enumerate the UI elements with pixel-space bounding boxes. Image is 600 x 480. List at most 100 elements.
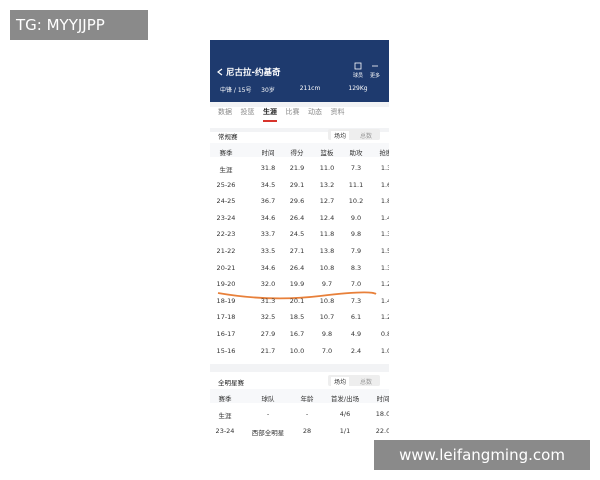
table-cell: 32.0 — [260, 280, 276, 289]
table-cell: 生涯 — [218, 412, 232, 420]
table-header-bg — [210, 389, 389, 403]
tab-indicator — [263, 120, 277, 122]
table-cell: 19-20 — [216, 280, 236, 289]
column-header: 赛季 — [219, 149, 233, 157]
table-cell: 22.0 — [375, 426, 389, 435]
table-cell: 1.3 — [380, 263, 389, 272]
table-cell: 28 — [302, 426, 312, 435]
column-header: 抢断 — [379, 149, 390, 157]
table-cell: 1.5 — [380, 247, 389, 255]
header-action[interactable]: 更多 — [369, 73, 381, 79]
table-cell: 6.1 — [350, 313, 362, 322]
table-cell: 7.0 — [350, 280, 362, 289]
toggle-option[interactable]: 总数 — [359, 133, 373, 140]
table-cell: 24-25 — [216, 197, 236, 206]
column-header: 球队 — [261, 395, 275, 403]
table-cell: 10.7 — [319, 313, 335, 322]
toggle-option[interactable]: 场均 — [330, 131, 350, 140]
table-cell: 1.0 — [380, 346, 389, 355]
table-cell: 1.8 — [380, 197, 389, 206]
section-title: 常规赛 — [218, 133, 238, 141]
table-cell: 20.1 — [289, 296, 305, 305]
table-cell: 10.8 — [319, 263, 335, 272]
divider — [210, 128, 389, 132]
table-cell: 10.8 — [319, 296, 335, 305]
tab[interactable]: 数据 — [218, 108, 232, 116]
table-cell: 24.5 — [289, 230, 305, 239]
table-cell: 9.7 — [321, 280, 333, 289]
table-cell: 15-16 — [216, 346, 236, 355]
table-cell: 1.4 — [380, 213, 389, 222]
player-info: 211cm — [299, 85, 321, 92]
phone-screen: 尼古拉-约基奇 球员 更多 中锋 / 15号 30岁 211cm 129Kg 数据 投篮 生涯 比赛… — [210, 40, 389, 437]
tab[interactable]: 投篮 — [240, 108, 255, 116]
watermark: www.leifangming.com — [374, 440, 590, 470]
table-cell: 34.5 — [260, 180, 276, 189]
divider — [210, 102, 389, 107]
table-cell: 16-17 — [216, 330, 236, 338]
tab[interactable]: 动态 — [308, 108, 322, 116]
table-cell: 西部全明星 — [251, 428, 285, 437]
header-bg — [210, 40, 389, 102]
table-cell: 18.0 — [375, 410, 389, 418]
table-header-bg — [210, 143, 389, 157]
table-cell: 20-21 — [216, 263, 236, 272]
table-cell: 29.6 — [289, 197, 305, 206]
table-cell: 27.1 — [289, 247, 305, 255]
column-header: 赛季 — [218, 395, 232, 403]
watermark: TG: MYYJJPP — [10, 10, 148, 40]
table-cell: - — [305, 410, 309, 418]
table-cell: 13.2 — [319, 180, 335, 189]
table-cell: 36.7 — [260, 197, 276, 206]
table-cell: 31.8 — [260, 164, 276, 172]
table-cell: 1.4 — [380, 296, 389, 305]
toggle-option[interactable]: 场均 — [330, 377, 350, 386]
column-header: 年龄 — [300, 395, 314, 403]
table-cell: 10.2 — [348, 197, 364, 206]
table-cell: 23-24 — [216, 213, 236, 222]
toggle-bg — [328, 375, 380, 386]
divider — [210, 364, 389, 372]
column-header: 篮板 — [320, 149, 334, 157]
table-cell: 0.8 — [380, 330, 389, 338]
table-cell: - — [266, 410, 270, 418]
table-cell: 1/1 — [339, 426, 351, 435]
table-cell: 33.5 — [260, 247, 276, 255]
table-cell: 7.3 — [350, 296, 362, 305]
table-cell: 10.0 — [289, 346, 305, 355]
table-cell: 19.9 — [289, 280, 305, 289]
column-header: 时间 — [261, 149, 275, 157]
table-cell: 1.2 — [380, 313, 389, 322]
table-cell: 9.8 — [321, 330, 333, 338]
table-cell: 11.8 — [319, 230, 335, 239]
column-header: 首发/出场 — [330, 395, 360, 403]
table-cell: 16.7 — [289, 330, 305, 338]
back-icon[interactable] — [217, 68, 223, 76]
tab[interactable]: 资料 — [330, 108, 345, 116]
table-cell: 25-26 — [216, 180, 236, 189]
table-cell: 18-19 — [216, 296, 236, 305]
table-cell: 13.8 — [319, 247, 335, 255]
table-cell: 26.4 — [289, 213, 305, 222]
more-icon[interactable] — [371, 62, 379, 70]
player-name: 尼古拉-约基奇 — [226, 68, 281, 78]
table-cell: 1.3 — [380, 164, 389, 172]
table-cell: 29.1 — [289, 180, 305, 189]
player-info: 129Kg — [348, 85, 368, 92]
table-cell: 9.8 — [350, 230, 362, 239]
table-cell: 11.0 — [319, 164, 335, 172]
toggle-option[interactable]: 总数 — [359, 379, 373, 386]
table-cell: 12.7 — [319, 197, 335, 206]
tab[interactable]: 比赛 — [285, 108, 300, 116]
player-icon[interactable] — [354, 62, 362, 70]
hand-drawn-underline — [217, 291, 377, 300]
column-header: 得分 — [290, 149, 304, 157]
table-cell: 生涯 — [219, 166, 233, 174]
section-title: 全明星赛 — [218, 379, 244, 387]
tab[interactable]: 生涯 — [263, 108, 277, 116]
table-cell: 1.6 — [380, 180, 389, 189]
header-action[interactable]: 球员 — [352, 73, 364, 79]
player-info: 30岁 — [261, 87, 275, 94]
table-cell: 2.4 — [350, 346, 362, 355]
